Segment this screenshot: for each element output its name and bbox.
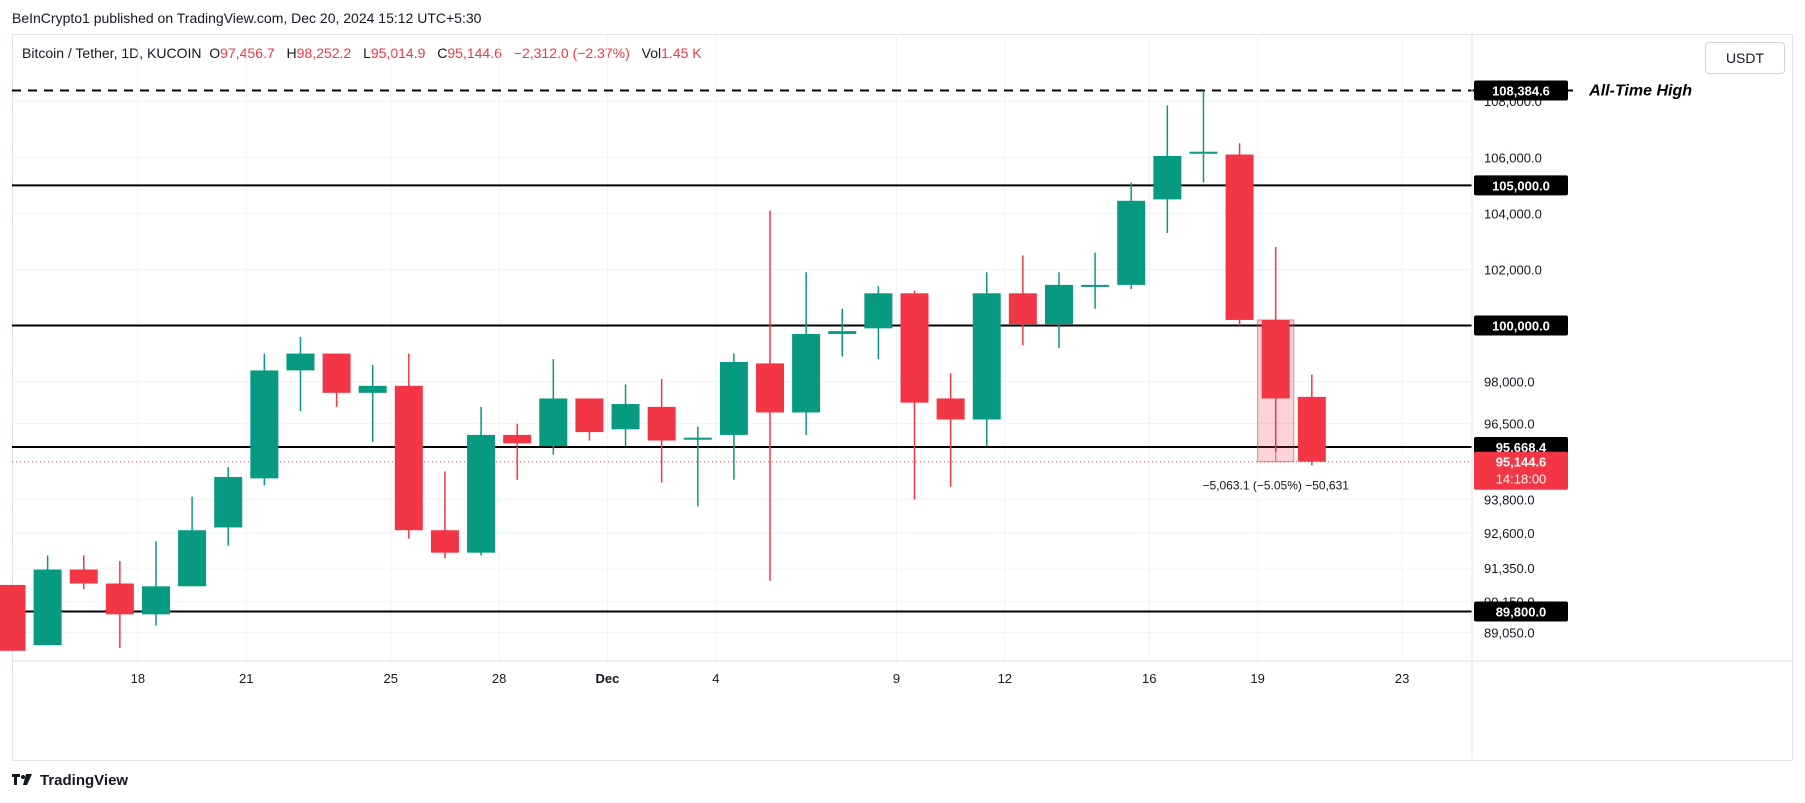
tradingview-brand[interactable]: TradingView	[12, 772, 128, 789]
currency-button[interactable]: USDT	[1705, 42, 1785, 74]
tradingview-logo-icon	[12, 773, 34, 788]
brand-name: TradingView	[40, 772, 129, 789]
publisher-caption: BeInCrypto1 published on TradingView.com…	[12, 10, 482, 26]
legend-high-value: 98,252.2	[296, 45, 352, 61]
chart-legend: Bitcoin / Tether, 1D, KUCOIN O97,456.7 H…	[22, 45, 710, 61]
legend-low-label: L	[363, 45, 371, 61]
legend-open-value: 97,456.7	[220, 45, 275, 61]
chart-frame	[12, 34, 1793, 761]
legend-low-value: 95,014.9	[370, 45, 426, 61]
legend-volume-label: Vol	[641, 45, 662, 61]
legend-close-value: 95,144.6	[447, 45, 502, 61]
legend-symbol[interactable]: Bitcoin / Tether, 1D, KUCOIN	[22, 45, 202, 61]
legend-high-label: H	[286, 45, 297, 61]
legend-close-label: C	[437, 45, 448, 61]
legend-change: −2,312.0 (−2.37%)	[513, 45, 630, 61]
legend-open-label: O	[209, 45, 221, 61]
legend-volume-value: 1.45 K	[661, 45, 702, 61]
